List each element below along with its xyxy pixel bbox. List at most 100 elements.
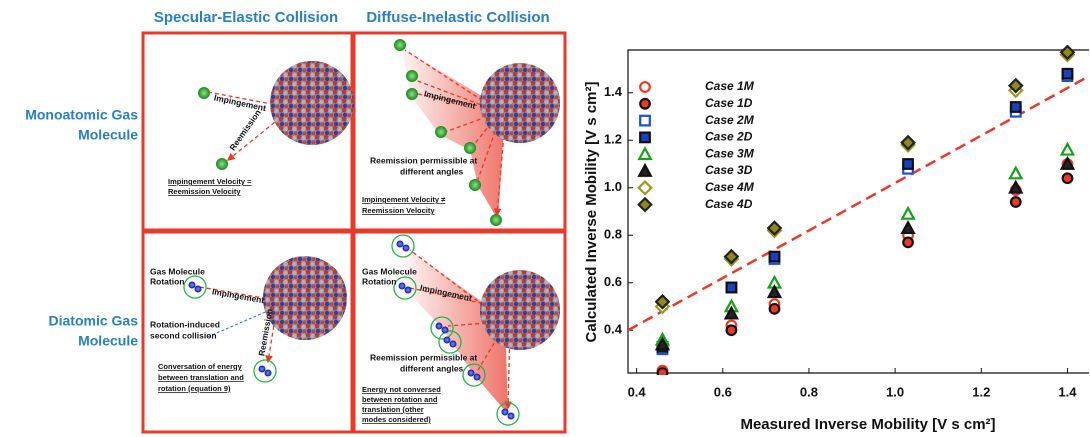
- x-tick-label: 1.2: [972, 384, 990, 399]
- reemission-fan: [405, 247, 508, 414]
- panel-label: Rotation: [150, 276, 184, 286]
- panel-note: Energy not conversed: [362, 385, 441, 394]
- x-tick-label: 0.8: [800, 384, 818, 399]
- marker: [725, 281, 738, 294]
- panel-note: Conversation of energy: [158, 362, 243, 371]
- nanoparticle: [480, 270, 560, 350]
- arrow: [204, 309, 271, 339]
- x-tick-label: 1.0: [886, 384, 904, 399]
- arrow: [404, 49, 506, 215]
- marker: [768, 302, 781, 315]
- marker: [1059, 155, 1076, 170]
- marker: [654, 293, 671, 310]
- x-tick-label: 0.6: [714, 384, 732, 399]
- y-tick-label: 1.2: [604, 132, 622, 147]
- marker: [725, 324, 738, 337]
- legend-label: Case 4M: [705, 180, 755, 194]
- marker: [656, 367, 669, 375]
- legend-marker: [637, 196, 653, 213]
- panel-note: Impingement Velocity ≠: [362, 195, 446, 204]
- row-label: Molecule: [78, 333, 138, 349]
- panel-label: different angles: [400, 166, 464, 176]
- panel-note: Impingement Velocity =: [168, 177, 252, 186]
- panel-label: Rotation: [362, 276, 396, 286]
- column-title: Diffuse-Inelastic Collision: [366, 9, 549, 26]
- nanoparticle: [480, 63, 560, 143]
- marker: [654, 336, 671, 351]
- marker: [1059, 141, 1076, 156]
- panel-label: Reemission permissible at: [370, 352, 477, 362]
- panel-note: rotation (equation 9): [158, 384, 231, 393]
- legend-label: Case 2D: [705, 130, 753, 144]
- panel-label: Rotation-induced: [150, 319, 220, 329]
- x-axis-title: Measured Inverse Mobility [V s cm²]: [740, 416, 995, 433]
- legend-label: Case 1M: [705, 79, 755, 93]
- column-title: Specular-Elastic Collision: [154, 9, 338, 26]
- marker: [1059, 45, 1076, 61]
- y-tick-label: 0.6: [604, 274, 622, 289]
- panel-note: between translation and: [158, 373, 244, 382]
- panel-label: different angles: [400, 363, 464, 373]
- legend-marker: [639, 131, 651, 144]
- marker: [766, 284, 783, 299]
- nanoparticle: [263, 256, 347, 340]
- y-tick-label: 0.8: [604, 227, 622, 242]
- marker: [1061, 172, 1074, 185]
- x-tick-label: 0.4: [628, 384, 647, 399]
- arrow: [199, 286, 277, 303]
- reference-line: [628, 75, 1090, 332]
- marker: [902, 158, 914, 170]
- legend-marker: [639, 81, 651, 93]
- marker: [766, 220, 783, 236]
- panel-label: Gas Molecule: [362, 266, 417, 276]
- diatomic-molecules: [183, 234, 520, 426]
- marker: [1008, 165, 1024, 180]
- panel-label: second collision: [150, 330, 217, 340]
- y-tick-label: 1.4: [604, 84, 623, 99]
- row-label: Molecule: [78, 127, 138, 143]
- marker: [768, 250, 781, 263]
- marker: [900, 134, 916, 151]
- marker: [902, 236, 914, 249]
- legend-marker: [637, 162, 653, 177]
- plot-area: [628, 45, 1090, 375]
- gas-molecules: [198, 39, 502, 226]
- panel-label: Reemission permissible at: [370, 155, 477, 165]
- marker: [1008, 179, 1024, 194]
- marker: [723, 248, 740, 265]
- legend-label: Case 1D: [705, 96, 753, 110]
- chart: Measured Inverse Mobility [V s cm²] Calc…: [583, 45, 1090, 433]
- marker: [723, 305, 740, 320]
- marker: [900, 205, 916, 220]
- panel-note: Reemission Velocity: [362, 206, 435, 215]
- y-tick-label: 1.0: [604, 179, 622, 194]
- plot-frame: [627, 49, 1089, 374]
- marker: [1009, 196, 1022, 208]
- arrow: [207, 91, 284, 109]
- marker: [1007, 77, 1024, 94]
- legend-marker: [637, 146, 653, 161]
- marker: [1009, 101, 1022, 113]
- panel-note: translation (other: [362, 405, 424, 414]
- legend-label: Case 4D: [705, 197, 753, 211]
- panel-note: modes considered): [362, 415, 431, 424]
- legend-marker: [639, 114, 651, 127]
- nanoparticle: [270, 61, 354, 145]
- marker: [900, 220, 916, 235]
- marker: [1061, 67, 1074, 80]
- reemission-fan: [402, 48, 505, 220]
- y-tick-label: 0.4: [604, 322, 623, 337]
- panel-label: Gas Molecule: [150, 266, 205, 276]
- row-label: Diatomic Gas: [49, 313, 139, 329]
- x-tick-label: 1.4: [1058, 384, 1077, 399]
- arrow: [409, 249, 510, 408]
- panel-note: Reemission Velocity: [168, 187, 241, 196]
- y-axis-title: Calculated Inverse Mobility [V s cm²]: [583, 82, 600, 343]
- legend-marker: [639, 97, 651, 110]
- arrow: [417, 93, 492, 111]
- legend-marker: [637, 179, 653, 196]
- legend-label: Case 3D: [705, 163, 753, 177]
- diagram: Specular-Elastic Collision Diffuse-Inela…: [25, 9, 567, 434]
